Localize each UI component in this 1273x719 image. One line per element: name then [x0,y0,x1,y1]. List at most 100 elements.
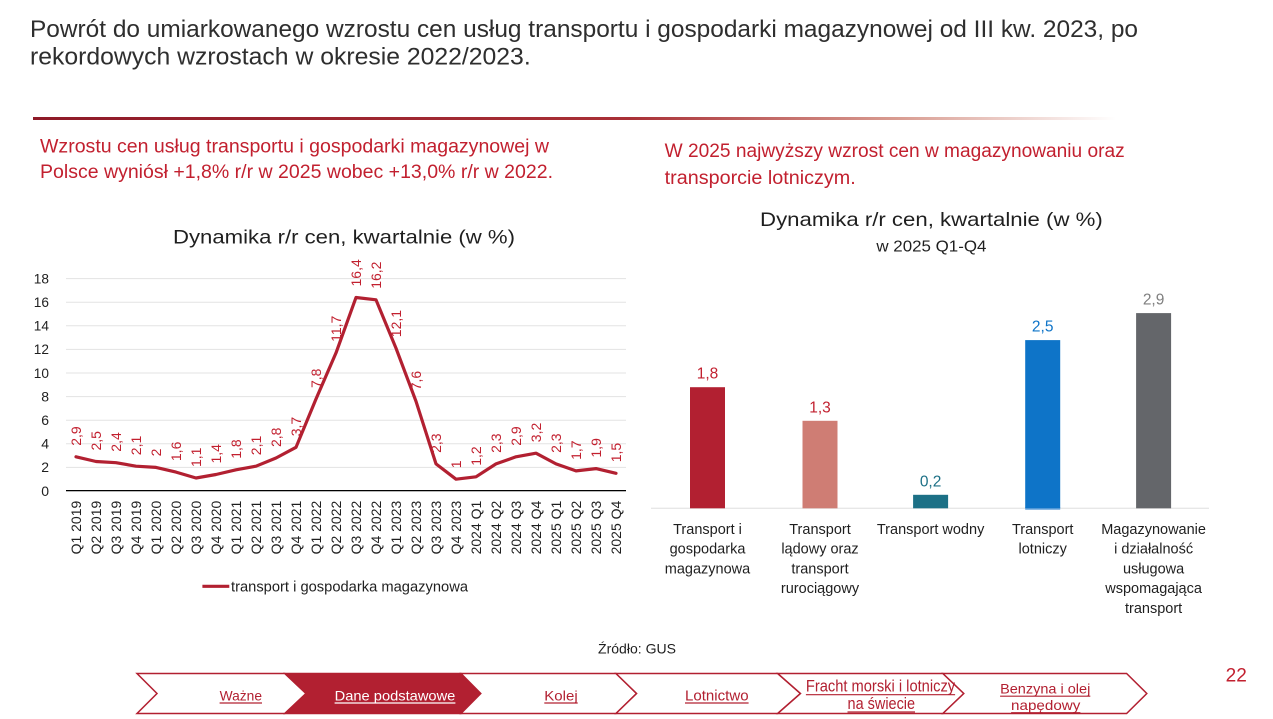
svg-text:Kolej: Kolej [544,687,577,703]
svg-text:12: 12 [34,341,49,357]
svg-text:16: 16 [34,294,49,310]
svg-text:Q1 2023: Q1 2023 [388,500,404,554]
svg-text:Q3 2022: Q3 2022 [348,500,364,554]
svg-text:1,7: 1,7 [568,440,584,460]
svg-text:8: 8 [41,388,49,404]
svg-text:1,1: 1,1 [188,447,204,467]
svg-text:2,9: 2,9 [1143,292,1165,309]
svg-text:Q1 2019: Q1 2019 [68,500,84,554]
svg-text:1,2: 1,2 [468,446,484,466]
svg-text:i działalność: i działalność [1114,542,1193,558]
svg-text:2: 2 [41,459,49,475]
svg-text:Q2 2023: Q2 2023 [408,500,424,554]
svg-text:magazynowa: magazynowa [665,561,751,577]
svg-text:0,2: 0,2 [920,473,942,490]
svg-text:2024 Q3: 2024 Q3 [508,500,524,554]
svg-text:3,2: 3,2 [528,423,544,443]
svg-text:Q4 2023: Q4 2023 [448,500,464,554]
svg-text:gospodarka: gospodarka [670,542,747,558]
svg-text:Q3 2021: Q3 2021 [268,500,284,554]
svg-text:Q1 2022: Q1 2022 [308,500,324,554]
svg-text:2025 Q4: 2025 Q4 [608,500,624,554]
svg-text:2,3: 2,3 [488,433,504,453]
svg-text:7,6: 7,6 [408,371,424,391]
svg-text:2,1: 2,1 [128,436,144,456]
svg-text:2,9: 2,9 [508,426,524,446]
svg-text:2,5: 2,5 [88,431,104,451]
svg-text:W 2025 najwyższy wzrost cen w: W 2025 najwyższy wzrost cen w magazynowa… [665,141,1125,162]
svg-text:napędowy: napędowy [1011,697,1080,713]
svg-text:lotniczy: lotniczy [1019,542,1068,558]
svg-text:Transport wodny: Transport wodny [877,522,985,538]
svg-text:2,4: 2,4 [108,432,124,452]
svg-text:transport i gospodarka magazyn: transport i gospodarka magazynowa [231,580,469,596]
svg-text:Dynamika r/r cen, kwartalnie (: Dynamika r/r cen, kwartalnie (w %) [760,209,1103,231]
svg-text:1,6: 1,6 [168,441,184,461]
svg-text:Q1 2020: Q1 2020 [148,500,164,554]
svg-text:2,3: 2,3 [548,433,564,453]
svg-text:2: 2 [148,448,164,456]
svg-text:Transport i: Transport i [673,522,742,538]
svg-text:2,1: 2,1 [248,436,264,456]
svg-text:11,7: 11,7 [328,315,344,341]
svg-text:na świecie: na świecie [848,694,916,713]
svg-text:Q4 2020: Q4 2020 [208,500,224,554]
svg-text:rekordowych wzrostach w okresi: rekordowych wzrostach w okresie 2022/202… [30,44,531,71]
svg-text:rurociągowy: rurociągowy [781,581,860,597]
svg-text:Źródło: GUS: Źródło: GUS [598,641,676,657]
svg-text:1,8: 1,8 [697,366,719,383]
svg-text:Ważne: Ważne [220,687,263,703]
svg-text:18: 18 [34,270,49,286]
svg-text:Wzrostu cen usług transportu i: Wzrostu cen usług transportu i gospodark… [40,136,549,157]
svg-text:16,2: 16,2 [368,261,384,288]
svg-text:Q4 2022: Q4 2022 [368,500,384,554]
svg-text:2024 Q2: 2024 Q2 [488,500,504,554]
svg-text:3,7: 3,7 [288,417,304,437]
svg-text:Q2 2022: Q2 2022 [328,500,344,554]
svg-text:2025 Q2: 2025 Q2 [568,500,584,554]
svg-text:Q2 2021: Q2 2021 [248,500,264,554]
svg-text:Q3 2019: Q3 2019 [108,500,124,554]
svg-text:transport: transport [1125,601,1182,617]
svg-text:Q1 2021: Q1 2021 [228,500,244,554]
svg-text:Q4 2021: Q4 2021 [288,500,304,554]
svg-text:Dynamika r/r cen, kwartalnie (: Dynamika r/r cen, kwartalnie (w %) [173,226,515,248]
svg-text:Powrót do umiarkowanego wzrost: Powrót do umiarkowanego wzrostu cen usłu… [30,16,1138,43]
svg-text:Q3 2020: Q3 2020 [188,500,204,554]
svg-text:1,3: 1,3 [809,399,831,416]
svg-text:1,5: 1,5 [608,443,624,463]
svg-text:Dane podstawowe: Dane podstawowe [335,687,456,703]
svg-text:7,8: 7,8 [308,368,324,388]
svg-text:1,8: 1,8 [228,439,244,459]
svg-text:usługowa: usługowa [1123,561,1185,577]
svg-text:2,9: 2,9 [68,426,84,446]
svg-text:Q2 2020: Q2 2020 [168,500,184,554]
svg-text:2,3: 2,3 [428,433,444,453]
svg-text:0: 0 [41,483,49,499]
svg-text:wspomagająca: wspomagająca [1104,581,1203,597]
svg-text:Q4 2019: Q4 2019 [128,500,144,554]
svg-text:2025 Q3: 2025 Q3 [588,500,604,554]
svg-text:Q2 2019: Q2 2019 [88,500,104,554]
svg-text:2025 Q1: 2025 Q1 [548,500,564,554]
svg-text:4: 4 [41,436,49,452]
svg-text:12,1: 12,1 [388,310,404,337]
svg-text:14: 14 [34,318,49,334]
svg-text:1,4: 1,4 [208,444,224,464]
svg-text:Transport: Transport [789,522,851,538]
svg-text:Lotnictwo: Lotnictwo [685,688,749,704]
svg-text:Magazynowanie: Magazynowanie [1101,522,1206,538]
svg-text:22: 22 [1226,666,1247,687]
svg-text:Transport: Transport [1012,522,1074,538]
svg-text:Polsce wyniósł +1,8% r/r w 202: Polsce wyniósł +1,8% r/r w 2025 wobec +1… [40,162,553,183]
svg-text:2,5: 2,5 [1032,319,1054,336]
svg-text:lądowy oraz: lądowy oraz [781,542,858,558]
svg-text:Fracht morski i lotniczy: Fracht morski i lotniczy [806,677,956,696]
svg-text:1: 1 [448,460,464,468]
svg-text:Q3 2023: Q3 2023 [428,500,444,554]
svg-text:w 2025 Q1-Q4: w 2025 Q1-Q4 [875,238,986,255]
svg-text:16,4: 16,4 [348,259,364,286]
svg-text:Benzyna i olej: Benzyna i olej [1000,681,1090,697]
svg-text:2024 Q4: 2024 Q4 [528,500,544,554]
svg-text:transporcie lotniczym.: transporcie lotniczym. [665,168,856,189]
